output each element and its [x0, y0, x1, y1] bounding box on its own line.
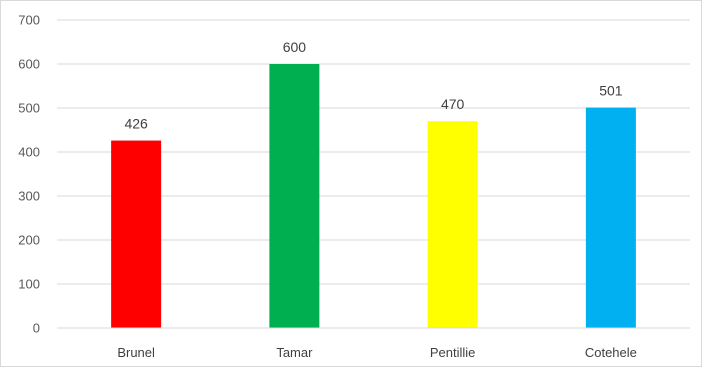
- y-tick-label: 300: [18, 189, 40, 204]
- x-category-label: Brunel: [117, 345, 155, 360]
- x-category-label: Tamar: [276, 345, 313, 360]
- y-tick-label: 600: [18, 57, 40, 72]
- bars: [111, 64, 636, 328]
- data-label: 470: [441, 96, 465, 112]
- x-category-label: Cotehele: [585, 345, 637, 360]
- y-tick-label: 400: [18, 145, 40, 160]
- bar-pentillie: [427, 121, 478, 328]
- data-label: 426: [124, 116, 148, 132]
- data-labels: 426 600 470 501: [124, 39, 622, 132]
- bar-tamar: [269, 64, 320, 328]
- bar-brunel: [111, 140, 162, 328]
- y-tick-label: 100: [18, 277, 40, 292]
- x-axis-categories: Brunel Tamar Pentillie Cotehele: [117, 345, 637, 360]
- y-tick-label: 500: [18, 101, 40, 116]
- gridlines: [57, 19, 690, 285]
- data-label: 600: [283, 39, 307, 55]
- x-category-label: Pentillie: [430, 345, 476, 360]
- y-tick-label: 200: [18, 233, 40, 248]
- y-axis-ticks: 0 100 200 300 400 500 600 700: [18, 13, 40, 336]
- data-label: 501: [599, 83, 623, 99]
- y-tick-label: 0: [33, 321, 40, 336]
- bar-cotehele: [585, 107, 636, 328]
- y-tick-label: 700: [18, 13, 40, 28]
